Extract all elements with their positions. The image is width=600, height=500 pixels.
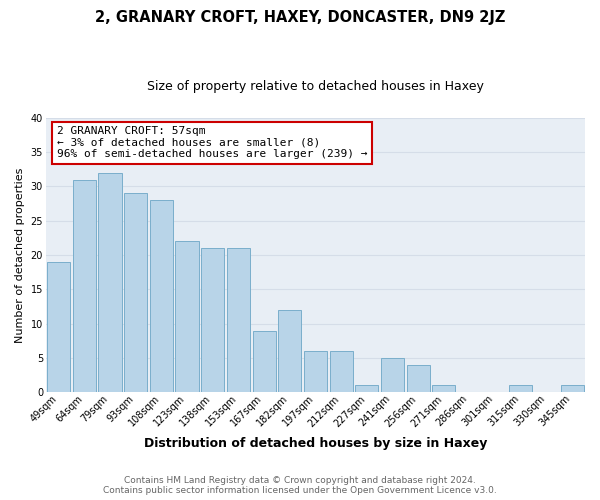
Bar	[407, 365, 430, 392]
Bar	[355, 386, 379, 392]
Bar	[227, 248, 250, 392]
Bar	[432, 386, 455, 392]
Bar	[150, 200, 173, 392]
Bar	[381, 358, 404, 392]
Text: 2 GRANARY CROFT: 57sqm
← 3% of detached houses are smaller (8)
96% of semi-detac: 2 GRANARY CROFT: 57sqm ← 3% of detached …	[56, 126, 367, 159]
Bar	[73, 180, 96, 392]
Bar	[278, 310, 301, 392]
Y-axis label: Number of detached properties: Number of detached properties	[15, 168, 25, 342]
Text: Contains HM Land Registry data © Crown copyright and database right 2024.
Contai: Contains HM Land Registry data © Crown c…	[103, 476, 497, 495]
Title: Size of property relative to detached houses in Haxey: Size of property relative to detached ho…	[147, 80, 484, 93]
Text: 2, GRANARY CROFT, HAXEY, DONCASTER, DN9 2JZ: 2, GRANARY CROFT, HAXEY, DONCASTER, DN9 …	[95, 10, 505, 25]
Bar	[304, 351, 327, 393]
Bar	[124, 194, 147, 392]
Bar	[329, 351, 353, 393]
Bar	[560, 386, 584, 392]
X-axis label: Distribution of detached houses by size in Haxey: Distribution of detached houses by size …	[144, 437, 487, 450]
Bar	[47, 262, 70, 392]
Bar	[509, 386, 532, 392]
Bar	[201, 248, 224, 392]
Bar	[253, 330, 275, 392]
Bar	[175, 242, 199, 392]
Bar	[98, 172, 122, 392]
